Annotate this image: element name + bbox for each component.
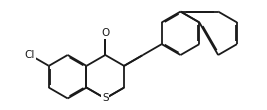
Text: S: S (102, 93, 109, 103)
Text: O: O (101, 28, 109, 38)
Text: Cl: Cl (25, 50, 35, 60)
